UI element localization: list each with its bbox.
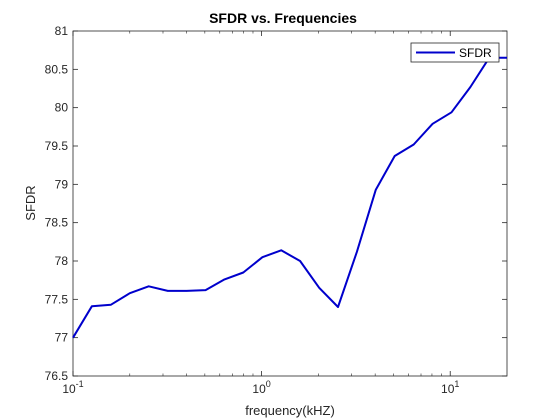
y-tick-label: 77.5 xyxy=(45,292,69,306)
x-tick-label: 101 xyxy=(441,379,459,396)
chart-title: SFDR vs. Frequencies xyxy=(209,10,357,26)
y-tick-label: 80.5 xyxy=(45,62,69,76)
y-tick-label: 79 xyxy=(55,177,69,191)
legend-label-sfdr: SFDR xyxy=(459,46,492,60)
y-tick-label: 79.5 xyxy=(45,139,69,153)
y-axis-label: SFDR xyxy=(23,185,38,220)
y-tick-label: 78.5 xyxy=(45,216,69,230)
series-line-sfdr xyxy=(72,56,507,339)
y-tick-label: 78 xyxy=(55,254,69,268)
y-tick-label: 81 xyxy=(55,24,69,38)
series-layer xyxy=(72,56,507,339)
x-tick-label: 100 xyxy=(252,379,270,396)
x-axis: 10-1 100 101 xyxy=(62,31,459,396)
x-axis-label: frequency(kHZ) xyxy=(245,403,335,418)
legend: SFDR xyxy=(410,42,500,63)
y-axis: 76.5 77 77.5 78 78.5 79 79.5 80 80.5 81 xyxy=(45,24,507,383)
y-tick-label: 76.5 xyxy=(45,369,69,383)
plot-area xyxy=(72,30,508,377)
y-tick-label: 77 xyxy=(55,331,69,345)
x-tick-label: 10-1 xyxy=(62,379,83,396)
y-tick-label: 80 xyxy=(55,101,69,115)
